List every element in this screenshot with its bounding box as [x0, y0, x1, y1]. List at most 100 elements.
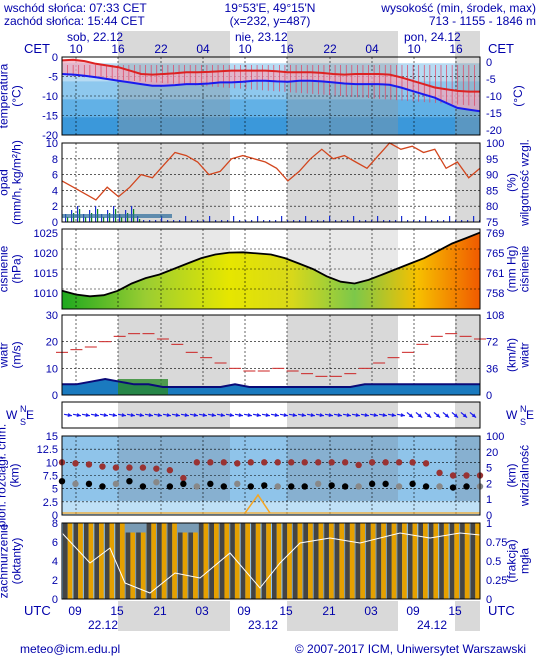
night-band-top	[118, 31, 230, 57]
visibility-dot	[207, 459, 214, 466]
sunrise-text: wschód słońca: 07:33 CET	[3, 1, 147, 15]
hour-label-top: 10	[407, 42, 421, 56]
night-band-top	[287, 31, 398, 57]
visibility-dot	[112, 464, 120, 471]
cloud-bar	[313, 523, 319, 599]
visibility-dot	[193, 459, 201, 466]
cloud-bar-high	[140, 532, 146, 599]
cloud-top-dot	[72, 480, 79, 488]
cloud-top-dot	[301, 483, 308, 490]
wind-arrow-head	[211, 413, 216, 417]
cloud-bar	[146, 523, 152, 599]
precip-bar	[341, 220, 343, 222]
y-tick-label: 0	[52, 52, 58, 64]
wind-arrow	[297, 413, 307, 417]
y2-tick-label: 90	[486, 170, 498, 182]
precip-bar	[413, 220, 415, 222]
cloud-top-dot	[288, 483, 295, 490]
day-label-top: pon, 24.12	[404, 30, 461, 44]
visibility-dot	[220, 459, 228, 466]
wind-arrow-head	[400, 413, 405, 417]
cloud-bar-high	[464, 523, 470, 599]
wind-arrow-head	[67, 413, 72, 417]
cloud-bar	[177, 532, 183, 599]
visibility-dot	[314, 459, 322, 466]
cloud-top-dot	[368, 480, 376, 488]
precip-bar	[149, 220, 151, 222]
wind-arrow-head	[130, 413, 135, 417]
hour-label-bottom: 03	[195, 604, 209, 618]
wind-arrow-head	[462, 413, 468, 418]
night-band-bottom	[118, 601, 230, 631]
wind-arrow	[460, 411, 468, 419]
wind-arrow-head	[229, 413, 234, 417]
visibility-dot	[368, 459, 376, 466]
y2-tick-label: 80	[486, 201, 498, 213]
y2-tick-label: -15	[486, 108, 502, 120]
low-cloud-band	[62, 501, 480, 515]
night-shade	[455, 315, 480, 395]
precip-bar	[401, 216, 403, 222]
cloud-top-dot	[207, 480, 214, 488]
cloud-bar	[167, 523, 173, 599]
hour-label-bottom: 21	[322, 604, 336, 618]
cloud-top-dot	[247, 483, 254, 490]
cloud-top-dot	[422, 483, 430, 490]
panel-frame	[61, 401, 481, 429]
cloud-bar-high	[308, 523, 313, 599]
precip-bar	[449, 216, 451, 222]
tz-top-left: CET	[24, 41, 50, 56]
visibility-dot	[85, 461, 93, 468]
y2-tick-label: 0	[486, 57, 492, 69]
y-tick-label: -20	[42, 130, 58, 142]
visibility-dot	[395, 459, 403, 466]
hour-label-top: 16	[280, 42, 294, 56]
precip-bar	[179, 220, 181, 222]
cloud-bar	[157, 523, 162, 599]
day-label-top: nie, 23.12	[235, 30, 288, 44]
precip-band	[62, 214, 172, 218]
cloud-bar-high	[214, 523, 219, 599]
y2-tick-label: 20	[486, 447, 498, 459]
cloud-bar-high	[255, 523, 261, 599]
wind-arrow-head	[391, 413, 396, 417]
wind-arrow-head	[373, 413, 378, 417]
cloud-bar-high	[454, 523, 460, 599]
y-tick-label: 1010	[34, 288, 58, 300]
visibility-dot	[153, 465, 160, 472]
cloud-bar-high	[78, 523, 83, 599]
precip-bar	[305, 216, 307, 222]
precip-bar-green	[67, 217, 69, 222]
y-tick-label: 2	[52, 575, 58, 587]
precip-bar-green	[121, 217, 123, 222]
wind-arrow	[270, 413, 280, 417]
visibility-dot	[449, 472, 457, 479]
temperature-series-line	[61, 58, 480, 93]
y2-tick-label: 0	[486, 510, 492, 522]
precip-bar	[407, 220, 409, 222]
wind-arrow	[342, 413, 352, 417]
y2-tick-label: 5	[486, 463, 492, 475]
y-tick-label: 8	[52, 154, 58, 166]
cloud-bar	[407, 523, 413, 599]
y2-tick-label: 85	[486, 185, 498, 197]
cloud-top-dot	[153, 479, 160, 486]
dewpoint-series-line	[61, 73, 481, 113]
precip-bar	[161, 216, 163, 222]
y2-tick-label: 1	[486, 494, 492, 506]
panel-label-temperature-right: (°C)	[511, 85, 525, 106]
night-shade	[455, 402, 480, 428]
y2-tick-label: 0.75	[486, 537, 507, 549]
wind-series-line	[62, 377, 480, 388]
night-shade	[455, 143, 480, 222]
precip-bar	[443, 220, 445, 222]
precip-bar	[137, 216, 139, 222]
cloud-bar-high	[433, 523, 439, 599]
cloud-bar-high	[99, 523, 104, 599]
panel-frame	[61, 435, 481, 516]
cloud-bar-high	[88, 523, 94, 599]
cloud-bar	[376, 523, 382, 599]
coords-text: 19°53'E, 49°15'N	[225, 1, 316, 15]
wind-arrow-head	[319, 413, 324, 417]
precip-bar	[293, 220, 295, 222]
